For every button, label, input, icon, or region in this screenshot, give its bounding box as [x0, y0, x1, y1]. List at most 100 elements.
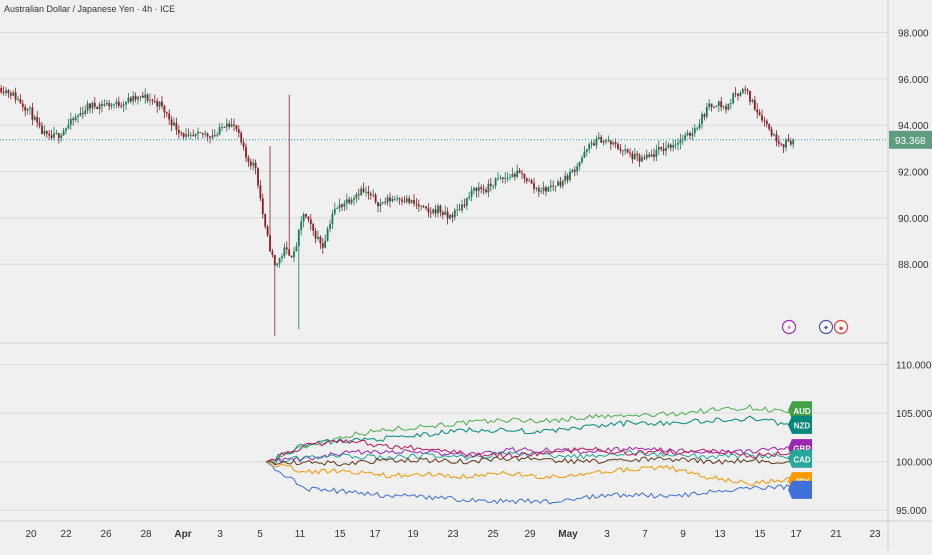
- candle-body: [701, 114, 703, 124]
- candle-body: [410, 200, 413, 203]
- australia-flag-icon[interactable]: ✦: [818, 319, 834, 335]
- candle-body: [321, 243, 324, 248]
- currency-tag: [788, 480, 812, 499]
- candle-body: [629, 152, 631, 154]
- candle-body: [513, 173, 516, 177]
- candle-body: [420, 205, 423, 207]
- candle-body: [237, 129, 240, 133]
- candle-body: [732, 93, 735, 104]
- candle-body: [612, 142, 615, 145]
- event-marker-glyph: ✦: [823, 324, 830, 333]
- time-tick-label: 22: [60, 529, 72, 540]
- candle-body: [453, 210, 456, 218]
- candle-body: [679, 140, 682, 143]
- candle-body: [245, 146, 247, 158]
- candle-body: [672, 144, 675, 148]
- candle-body: [391, 199, 394, 202]
- candle-body: [528, 180, 531, 182]
- lightning-icon[interactable]: ⚡: [781, 319, 797, 335]
- event-markers[interactable]: ⚡ ✦ ●: [781, 319, 849, 335]
- candle-body: [110, 104, 113, 107]
- candle-body: [686, 133, 689, 136]
- candle-body: [405, 198, 408, 202]
- indicator-axis[interactable]: 110.000 105.000 100.000 95.000: [896, 361, 932, 518]
- candle-body: [725, 106, 727, 110]
- candle-body: [273, 254, 276, 266]
- currency-tag: AUD: [788, 401, 812, 420]
- candle-body: [605, 140, 607, 142]
- candle-body: [297, 230, 300, 247]
- candle-body: [132, 95, 135, 102]
- candle-body: [19, 99, 22, 104]
- time-axis[interactable]: 20 22 26 28 Apr 3 5 11 15 17 19 23 25 29 May 3 7 9 13 15 17 2…: [25, 529, 881, 540]
- indicator-tick-label: 100.000: [896, 458, 932, 469]
- candle-body: [521, 172, 523, 174]
- candle-body: [2, 92, 5, 93]
- currency-tag-bg: [788, 415, 812, 434]
- candle-body: [312, 224, 315, 231]
- candle-body: [377, 202, 379, 207]
- currency-strength-series: [265, 404, 791, 505]
- candle-body: [103, 104, 106, 106]
- candle-body: [134, 95, 137, 100]
- candle-body: [773, 134, 775, 136]
- candle-body: [343, 203, 346, 207]
- candle-body: [26, 108, 29, 111]
- candle-body: [787, 139, 790, 142]
- candle-body: [48, 133, 51, 136]
- candle-body: [295, 246, 298, 252]
- candle-body: [276, 263, 279, 266]
- candle-body: [585, 149, 588, 152]
- candle-body: [451, 214, 454, 218]
- candle-body: [362, 188, 365, 192]
- candle-body: [693, 128, 696, 134]
- candle-body: [720, 101, 723, 108]
- candle-body: [153, 101, 156, 102]
- candle-body: [713, 106, 715, 108]
- candle-body: [449, 214, 451, 219]
- candle-body: [230, 124, 233, 127]
- candle-body: [566, 175, 569, 180]
- candle-body: [434, 209, 437, 214]
- candle-body: [139, 95, 142, 97]
- candle-body: [41, 125, 43, 135]
- record-dot-icon[interactable]: ●: [833, 319, 849, 335]
- time-tick-label: 17: [369, 529, 381, 540]
- candle-body: [705, 107, 708, 117]
- candle-body: [182, 133, 185, 137]
- currency-tag-bg: [788, 449, 812, 468]
- candle-body: [487, 183, 490, 193]
- candle-body: [74, 117, 77, 120]
- candle-body: [5, 90, 7, 93]
- candle-body: [480, 187, 483, 189]
- candle-body: [545, 187, 547, 192]
- candle-body: [744, 88, 747, 90]
- candle-body: [266, 226, 269, 236]
- last-price-tag-bg: [889, 130, 932, 149]
- candle-body: [21, 103, 24, 107]
- candle-body: [588, 144, 591, 150]
- price-axis[interactable]: 98.000 96.000 94.000 92.000 90.000 88.000: [898, 28, 929, 271]
- candle-body: [264, 214, 267, 227]
- candle-body: [355, 194, 358, 199]
- currency-tag: NZD: [788, 415, 812, 434]
- candle-body: [439, 205, 442, 213]
- candle-body: [120, 105, 123, 107]
- candle-body: [739, 93, 742, 96]
- candle-body: [194, 133, 197, 136]
- candle-body: [677, 142, 679, 145]
- candle-body: [79, 112, 82, 116]
- candle-body: [432, 209, 435, 214]
- candle-body: [338, 204, 341, 209]
- symbol-title[interactable]: Australian Dollar / Japanese Yen · 4h · …: [4, 4, 176, 14]
- candle-body: [12, 92, 15, 96]
- candle-body: [441, 212, 444, 216]
- candle-body: [175, 122, 178, 130]
- time-tick-label: 23: [447, 529, 459, 540]
- currency-tag-label: GBP: [793, 445, 811, 454]
- last-price-value: 93.368: [895, 136, 926, 147]
- candle-body: [144, 94, 147, 98]
- candle-body: [523, 173, 526, 179]
- candle-body: [504, 178, 507, 179]
